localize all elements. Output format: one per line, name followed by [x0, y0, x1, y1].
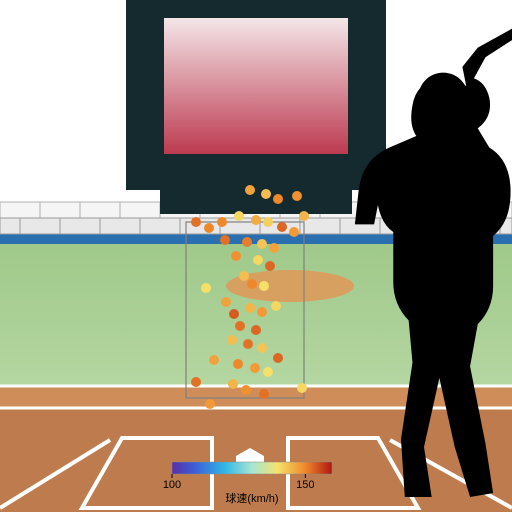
pitch-marker — [242, 237, 252, 247]
pitch-marker — [209, 355, 219, 365]
pitch-marker — [243, 339, 253, 349]
pitch-marker — [245, 185, 255, 195]
pitch-marker — [227, 335, 237, 345]
pitch-marker — [263, 217, 273, 227]
colorbar — [172, 462, 332, 474]
pitch-marker — [257, 343, 267, 353]
scoreboard-base — [160, 190, 352, 214]
pitch-marker — [261, 189, 271, 199]
colorbar-tick: 100 — [163, 479, 181, 491]
pitch-marker — [229, 309, 239, 319]
stage: 100 150 球速(km/h) — [0, 0, 512, 512]
pitch-marker — [234, 211, 244, 221]
pitch-marker — [239, 271, 249, 281]
pitch-marker — [191, 217, 201, 227]
pitch-marker — [253, 255, 263, 265]
pitch-marker — [247, 279, 257, 289]
pitch-marker — [201, 283, 211, 293]
pitch-marker — [235, 321, 245, 331]
pitch-marker — [204, 223, 214, 233]
pitch-marker — [273, 194, 283, 204]
pitch-marker — [251, 325, 261, 335]
pitch-marker — [259, 389, 269, 399]
pitch-marker — [299, 211, 309, 221]
pitch-marker — [292, 191, 302, 201]
pitch-marker — [191, 377, 201, 387]
pitch-marker — [233, 359, 243, 369]
pitch-marker — [228, 379, 238, 389]
pitch-marker — [205, 399, 215, 409]
pitch-marker — [257, 239, 267, 249]
pitch-marker — [277, 222, 287, 232]
pitch-marker — [289, 227, 299, 237]
pitch-marker — [273, 353, 283, 363]
pitch-marker — [263, 367, 273, 377]
pitch-marker — [265, 261, 275, 271]
pitch-marker — [221, 297, 231, 307]
pitch-marker — [297, 383, 307, 393]
pitch-marker — [241, 385, 251, 395]
scoreboard-screen — [164, 18, 348, 154]
pitch-marker — [269, 243, 279, 253]
pitch-marker — [217, 217, 227, 227]
pitch-marker — [257, 307, 267, 317]
pitch-marker — [271, 301, 281, 311]
pitch-marker — [231, 251, 241, 261]
pitch-marker — [245, 303, 255, 313]
colorbar-tick: 150 — [296, 479, 314, 491]
pitch-marker — [250, 363, 260, 373]
pitch-marker — [251, 215, 261, 225]
pitch-marker — [220, 235, 230, 245]
pitch-marker — [259, 281, 269, 291]
colorbar-label: 球速(km/h) — [225, 491, 278, 505]
